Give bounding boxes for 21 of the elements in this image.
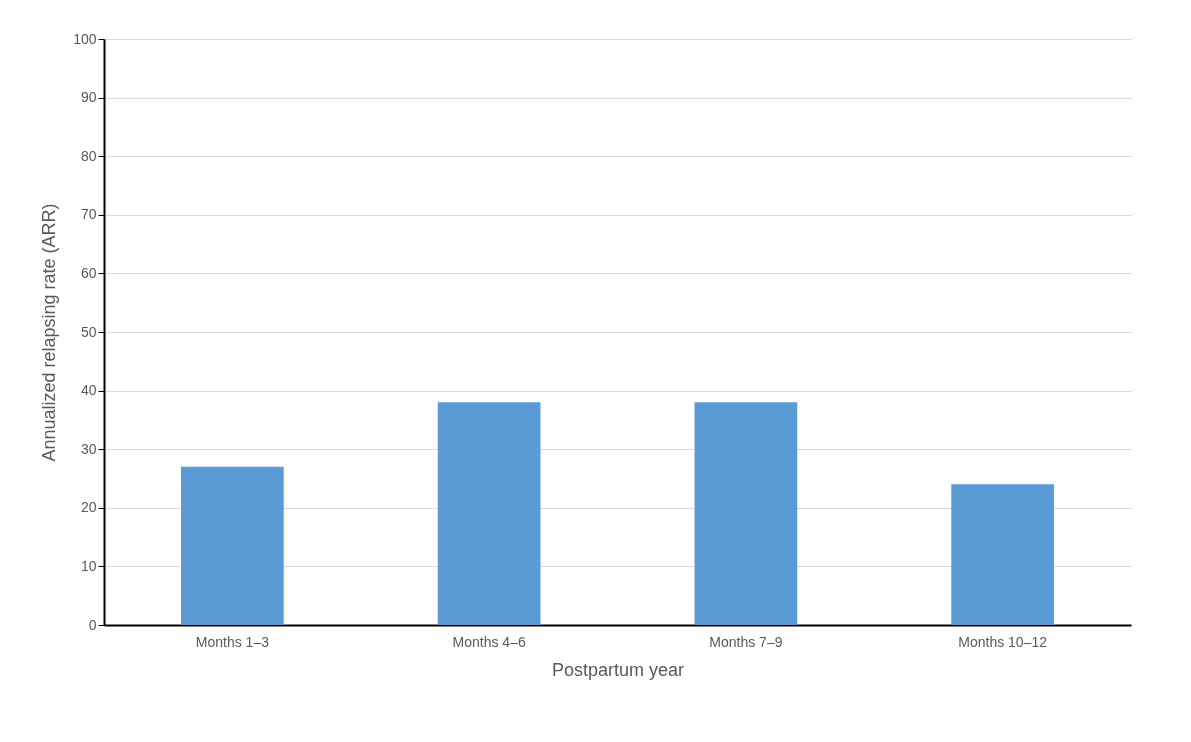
bar [694, 402, 798, 625]
y-tick-label: 60 [80, 264, 97, 281]
y-tick-label: 40 [80, 382, 97, 399]
y-axis-title: Annualized relapsing rate (ARR) [39, 203, 60, 462]
y-tick-label: 70 [80, 206, 97, 223]
y-tick-label: 50 [80, 323, 97, 340]
x-tick-label: Months 1–3 [195, 633, 270, 650]
bar [437, 402, 541, 625]
y-tick-label: 20 [80, 499, 97, 516]
y-tick-label: 80 [80, 147, 97, 164]
bar [951, 484, 1054, 625]
x-axis-title: Postpartum year [551, 659, 685, 680]
y-tick-label: 10 [80, 557, 97, 574]
y-tick-label: 0 [88, 616, 97, 633]
x-tick-label: Months 4–6 [452, 633, 526, 650]
bar [181, 466, 284, 625]
y-tick-label: 100 [73, 30, 97, 47]
y-tick-label: 30 [80, 440, 97, 457]
x-tick-label: Months 7–9 [709, 633, 783, 650]
y-tick-label: 90 [80, 89, 97, 106]
x-tick-label: Months 10–12 [958, 633, 1048, 650]
